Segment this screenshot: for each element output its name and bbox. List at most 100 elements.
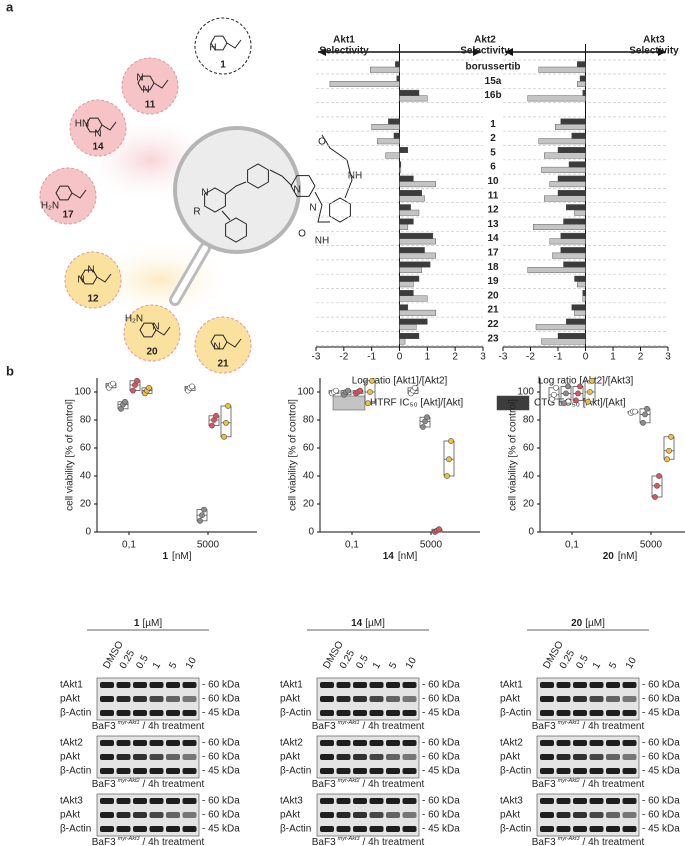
- lane-label: 5: [387, 660, 400, 671]
- bar: [399, 290, 414, 296]
- blot-band: [353, 682, 367, 688]
- blot-band: [540, 740, 554, 746]
- blot-band: [369, 768, 384, 774]
- blot-band: [149, 768, 164, 774]
- y-tick-label: 60: [80, 443, 92, 454]
- kda-label: - 60 kDa: [202, 796, 240, 807]
- bar: [329, 81, 400, 88]
- bar: [399, 175, 414, 182]
- selectivity-label: Akt1: [333, 35, 355, 46]
- blot-band: [369, 740, 384, 746]
- data-point: [448, 438, 454, 444]
- data-point: [446, 456, 452, 463]
- blot-band: [540, 812, 554, 818]
- compound: 14: [383, 551, 395, 562]
- blot-band: [573, 696, 587, 702]
- bar: [399, 89, 420, 96]
- x-tick-label: -1: [554, 352, 563, 363]
- blot-band: [320, 826, 334, 832]
- data-point: [644, 405, 650, 412]
- lane-label: 1: [371, 660, 384, 671]
- blot-band: [133, 768, 147, 774]
- bar: [549, 238, 586, 245]
- blot-band: [116, 696, 131, 702]
- data-point: [640, 419, 646, 426]
- data-point: [666, 447, 672, 454]
- blot-band: [320, 798, 334, 804]
- category-label: 18: [487, 262, 499, 273]
- atom-label: H₂N: [41, 201, 59, 212]
- bar: [399, 189, 422, 196]
- x-tick-label: -3: [499, 352, 508, 363]
- kda-label: - 60 kDa: [202, 810, 240, 821]
- data-point: [134, 377, 140, 384]
- blot-band: [540, 826, 554, 832]
- atom-label: N: [87, 265, 94, 276]
- x-tick-label: 3: [665, 352, 671, 363]
- x-tick-label: -2: [526, 352, 535, 363]
- blot-row-label: pAkt: [280, 752, 300, 763]
- blot-band: [369, 710, 384, 716]
- unit: [nM]: [618, 551, 638, 562]
- blot-band: [116, 826, 131, 832]
- ring: [137, 75, 155, 91]
- bar: [544, 152, 586, 159]
- blot-band: [369, 812, 384, 818]
- blot-band: [589, 798, 604, 804]
- bar: [571, 132, 586, 139]
- kda-label: - 60 kDa: [202, 752, 240, 763]
- blot-band: [100, 754, 114, 760]
- blot-band: [386, 812, 400, 818]
- blot-band: [166, 740, 180, 746]
- category-label: 23: [487, 333, 499, 344]
- blot-row-label: β-Actin: [500, 766, 531, 777]
- data-point: [642, 411, 648, 418]
- bar: [538, 66, 586, 73]
- y-tick-label: 100: [297, 387, 314, 398]
- atom-label: N: [152, 322, 159, 333]
- blot-header: 1 [µM]: [134, 618, 162, 629]
- bar: [533, 224, 586, 231]
- kda-label: - 45 kDa: [642, 708, 680, 719]
- blot-band: [100, 768, 114, 774]
- cell-line: BaF3: [92, 837, 116, 846]
- treatment: / 4h treatment: [363, 779, 425, 790]
- data-point: [146, 384, 152, 391]
- blot-band: [573, 768, 587, 774]
- bar: [385, 152, 400, 159]
- kda-label: - 60 kDa: [642, 694, 680, 705]
- bar: [582, 290, 586, 296]
- bar: [563, 218, 586, 225]
- blot-band: [166, 754, 180, 760]
- bond: [314, 191, 330, 223]
- lane-label: 1: [151, 660, 164, 671]
- data-point: [563, 390, 569, 397]
- isoform: myr-Akt3: [338, 836, 361, 842]
- blot-band: [166, 682, 180, 688]
- blot-row-label: tAkt3: [500, 796, 523, 807]
- blot-band: [402, 696, 417, 702]
- kda-label: - 60 kDa: [422, 810, 460, 821]
- blot-band: [116, 740, 131, 746]
- panel-label: b: [6, 363, 14, 378]
- data-point: [444, 473, 450, 479]
- y-axis-label: cell viability [% of control]: [508, 399, 519, 511]
- blot-band: [149, 740, 164, 746]
- y-tick-label: 60: [523, 443, 535, 454]
- bar: [541, 166, 586, 173]
- blot-band: [402, 754, 417, 760]
- blot-band: [336, 826, 351, 832]
- atom-label: N: [293, 185, 300, 196]
- arrow-head: [473, 48, 481, 56]
- bar: [399, 267, 422, 273]
- isoform: myr-Akt2: [558, 778, 580, 784]
- blot-band: [386, 768, 400, 774]
- isoform: myr-Akt2: [338, 778, 360, 784]
- data-point: [223, 419, 229, 426]
- blot-band: [182, 740, 197, 746]
- kda-label: - 60 kDa: [422, 680, 460, 691]
- selectivity-label: Akt3: [643, 35, 665, 46]
- atom-label: N: [77, 275, 84, 286]
- kda-label: - 45 kDa: [422, 708, 460, 719]
- kda-label: - 60 kDa: [202, 680, 240, 691]
